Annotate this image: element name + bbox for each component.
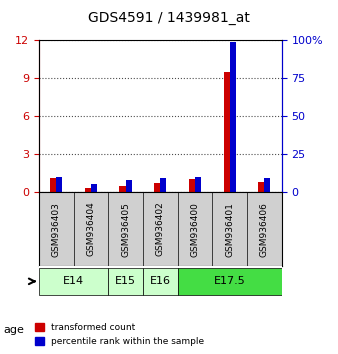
Bar xyxy=(223,72,230,192)
Bar xyxy=(189,179,195,192)
Text: E14: E14 xyxy=(63,276,84,286)
Text: E15: E15 xyxy=(115,276,136,286)
FancyBboxPatch shape xyxy=(143,268,177,295)
FancyBboxPatch shape xyxy=(108,268,143,295)
Bar xyxy=(85,188,91,192)
Bar xyxy=(120,185,125,192)
Bar xyxy=(160,178,166,192)
FancyBboxPatch shape xyxy=(39,268,108,295)
Bar xyxy=(230,42,236,192)
Bar xyxy=(91,184,97,192)
Text: GDS4591 / 1439981_at: GDS4591 / 1439981_at xyxy=(88,11,250,25)
Legend: transformed count, percentile rank within the sample: transformed count, percentile rank withi… xyxy=(31,320,208,349)
Text: GSM936400: GSM936400 xyxy=(190,202,199,257)
Bar xyxy=(154,183,160,192)
Bar xyxy=(264,178,270,192)
Bar xyxy=(56,177,62,192)
Text: GSM936406: GSM936406 xyxy=(260,202,269,257)
Text: E17.5: E17.5 xyxy=(214,276,245,286)
Text: GSM936403: GSM936403 xyxy=(52,202,61,257)
Bar xyxy=(195,177,201,192)
Text: E16: E16 xyxy=(150,276,171,286)
Text: GSM936402: GSM936402 xyxy=(156,202,165,256)
Bar xyxy=(125,180,131,192)
Text: GSM936401: GSM936401 xyxy=(225,202,234,257)
Text: GSM936404: GSM936404 xyxy=(87,202,95,256)
Bar xyxy=(258,182,264,192)
FancyBboxPatch shape xyxy=(177,268,282,295)
Bar xyxy=(50,178,56,192)
Text: GSM936405: GSM936405 xyxy=(121,202,130,257)
Text: age: age xyxy=(3,325,24,335)
